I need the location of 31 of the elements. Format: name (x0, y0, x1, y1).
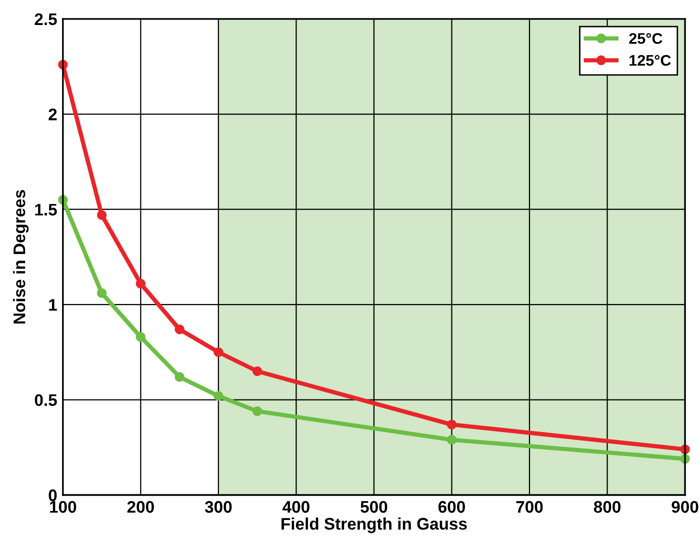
y-tick-label: 2 (48, 108, 57, 120)
y-tick-label: 1.5 (35, 204, 57, 216)
x-tick-label: 300 (204, 501, 232, 513)
point (446, 434, 457, 445)
y-axis-title: Noise in Degrees (13, 190, 29, 324)
point (96, 288, 107, 298)
legend-label: 25°C (629, 33, 662, 44)
x-tick-label: 100 (50, 501, 76, 513)
point (136, 332, 146, 342)
point (214, 347, 224, 358)
x-tick-label: 600 (438, 501, 465, 513)
x-tick-label: 500 (360, 501, 388, 513)
point (96, 210, 107, 220)
y-tick-label: 0 (48, 489, 57, 502)
point (174, 324, 184, 334)
x-tick-label: 200 (127, 501, 154, 513)
point (446, 420, 457, 430)
point (252, 366, 262, 376)
legend-label: 125°C (630, 54, 671, 66)
y-tick-label: 0.5 (34, 394, 57, 406)
point (174, 372, 184, 382)
point (214, 391, 224, 401)
x-tick-label: 400 (282, 501, 310, 513)
point (252, 406, 262, 416)
x-axis-title: Field Strength in Gauss (282, 517, 467, 534)
y-tick-label: 2.5 (34, 13, 57, 26)
x-tick-label: 800 (594, 501, 620, 513)
point (136, 278, 146, 288)
y-tick-label: 1 (49, 299, 57, 311)
x-tick-label: 700 (516, 501, 543, 513)
x-tick-label: 900 (672, 501, 698, 513)
